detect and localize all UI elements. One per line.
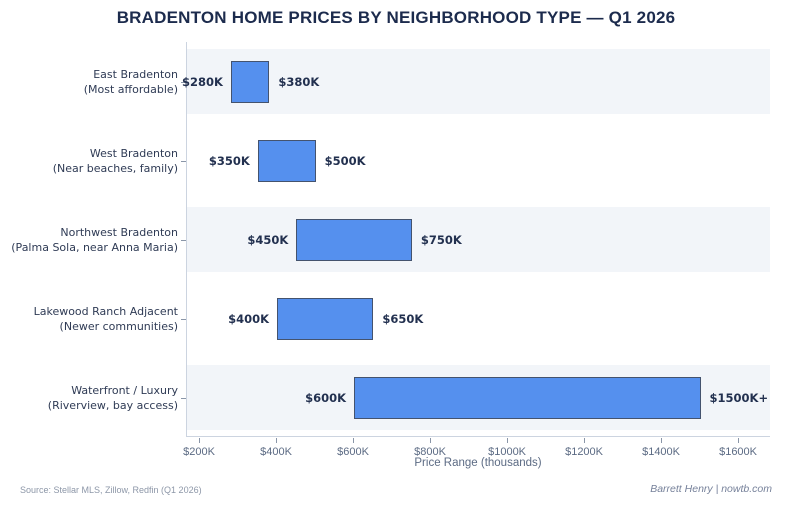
category-name: East Bradenton <box>93 67 178 81</box>
x-tick-label: $1600K <box>719 446 758 458</box>
plot-area: East Bradenton (Most affordable) $280K $380… <box>11 42 770 437</box>
x-tick-mark <box>276 438 278 443</box>
category-subtitle: (Riverview, bay access) <box>47 398 178 412</box>
x-axis: $200K $400K $600K $800K $1000K $1200K $1400K $1… <box>183 438 770 478</box>
chart-title: BRADENTON HOME PRICES BY NEIGHBORHOOD TY… <box>116 8 676 27</box>
max-value-label: $750K <box>420 232 462 247</box>
max-value-label: $380K <box>278 74 320 89</box>
x-tick-label: $800K <box>414 446 446 458</box>
category-label: Waterfront / Luxury (Riverview, bay acces… <box>2 383 178 413</box>
max-value-label: $1500K+ <box>709 390 769 405</box>
category-row: Waterfront / Luxury (Riverview, bay acces… <box>48 358 770 437</box>
x-tick-mark <box>584 438 586 443</box>
min-value-label: $450K <box>247 232 289 247</box>
category-label: East Bradenton (Most affordable) <box>2 67 178 97</box>
range-bar <box>277 297 374 340</box>
category-row: East Bradenton (Most affordable) $280K $380… <box>84 42 770 121</box>
category-label: West Bradenton (Near beaches, family) <box>2 146 178 176</box>
x-tick-mark <box>430 438 432 443</box>
range-bar <box>354 376 701 419</box>
x-tick-label: $200K <box>183 446 215 458</box>
min-value-label: $600K <box>305 390 347 405</box>
category-name: Lakewood Ranch Adjacent <box>33 304 178 318</box>
x-tick-mark <box>507 438 509 443</box>
range-bar <box>230 60 270 103</box>
max-value-label: $650K <box>382 311 424 326</box>
category-subtitle: (Newer communities) <box>59 319 178 333</box>
x-tick-label: $400K <box>260 446 292 458</box>
row-band <box>187 207 770 272</box>
x-axis-label: Price Range (thousands) <box>414 457 542 469</box>
min-value-label: $350K <box>208 153 250 168</box>
category-subtitle: (Palma Sola, near Anna Maria) <box>11 240 178 254</box>
x-tick-label: $600K <box>337 446 369 458</box>
y-tick-mark <box>181 318 186 320</box>
category-label: Northwest Bradenton (Palma Sola, near Ann… <box>2 225 178 255</box>
x-tick-mark <box>353 438 355 443</box>
y-tick-mark <box>181 81 186 83</box>
category-row: Lakewood Ranch Adjacent (Newer communitie… <box>34 279 770 358</box>
range-bar <box>257 139 316 182</box>
min-value-label: $280K <box>181 74 223 89</box>
x-tick-mark <box>661 438 663 443</box>
category-subtitle: (Most affordable) <box>83 82 178 96</box>
row-band <box>187 49 770 114</box>
x-tick-mark <box>199 438 201 443</box>
category-name: West Bradenton <box>89 146 178 160</box>
category-name: Northwest Bradenton <box>60 225 178 239</box>
x-tick-label: $1000K <box>488 446 527 458</box>
category-subtitle: (Near beaches, family) <box>52 161 178 175</box>
x-tick-label: $1200K <box>565 446 604 458</box>
y-tick-mark <box>181 160 186 162</box>
x-tick-mark <box>738 438 740 443</box>
credit-note: Barrett Henry | nowtb.com <box>650 483 772 495</box>
category-label: Lakewood Ranch Adjacent (Newer communitie… <box>2 304 178 334</box>
y-tick-mark <box>181 239 186 241</box>
category-name: Waterfront / Luxury <box>71 383 178 397</box>
category-row: West Bradenton (Near beaches, family) $350… <box>53 121 770 200</box>
max-value-label: $500K <box>324 153 366 168</box>
category-row: Northwest Bradenton (Palma Sola, near Ann… <box>11 200 770 279</box>
range-bar <box>296 218 412 261</box>
row-band <box>187 286 770 351</box>
y-tick-mark <box>181 397 186 399</box>
min-value-label: $400K <box>228 311 270 326</box>
source-note: Source: Stellar MLS, Zillow, Redfin (Q1 … <box>20 485 202 495</box>
x-tick-label: $1400K <box>642 446 681 458</box>
